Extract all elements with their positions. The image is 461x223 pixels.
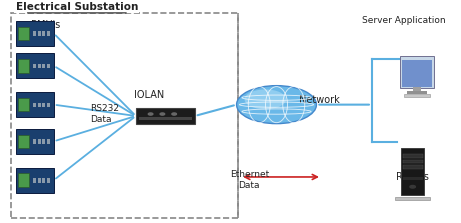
Bar xyxy=(17,129,53,154)
Bar xyxy=(404,94,430,97)
Bar xyxy=(17,53,53,78)
Circle shape xyxy=(148,113,153,115)
Text: RS232
Data: RS232 Data xyxy=(90,104,119,124)
Bar xyxy=(47,103,50,107)
Bar xyxy=(136,108,195,124)
Text: Radius: Radius xyxy=(396,171,429,182)
Bar xyxy=(18,27,29,40)
Bar xyxy=(33,178,36,183)
Bar xyxy=(17,92,53,117)
Bar xyxy=(18,98,29,112)
Circle shape xyxy=(160,113,165,115)
Bar xyxy=(401,148,425,195)
Text: PMU's: PMU's xyxy=(31,20,61,30)
Bar xyxy=(400,56,434,89)
Bar xyxy=(47,178,50,183)
Bar xyxy=(18,173,29,187)
Bar xyxy=(47,31,50,36)
Bar xyxy=(17,168,53,193)
Bar xyxy=(402,160,423,163)
Bar xyxy=(47,139,50,144)
Bar xyxy=(38,103,41,107)
Circle shape xyxy=(410,186,415,188)
Circle shape xyxy=(172,113,177,115)
Bar xyxy=(395,197,431,200)
Bar xyxy=(33,139,36,144)
Bar xyxy=(47,64,50,68)
Bar xyxy=(42,139,45,144)
Circle shape xyxy=(236,86,316,124)
Circle shape xyxy=(245,89,286,109)
Text: Server Application: Server Application xyxy=(362,16,445,25)
Bar xyxy=(42,64,45,68)
Bar xyxy=(38,139,41,144)
Bar xyxy=(402,165,423,169)
Bar xyxy=(402,177,423,180)
Text: Ethernet
Data: Ethernet Data xyxy=(230,171,269,190)
Bar xyxy=(402,154,423,158)
Bar xyxy=(139,117,192,120)
Bar xyxy=(33,64,36,68)
Text: Electrical Substation: Electrical Substation xyxy=(16,2,138,12)
Bar xyxy=(42,103,45,107)
Bar xyxy=(18,59,29,73)
Text: Network: Network xyxy=(299,95,340,105)
Bar xyxy=(17,21,53,46)
Bar xyxy=(11,13,238,218)
Text: IOLAN: IOLAN xyxy=(134,90,165,100)
Bar xyxy=(407,91,427,94)
Bar xyxy=(42,31,45,36)
Bar xyxy=(42,178,45,183)
Bar xyxy=(33,31,36,36)
Bar xyxy=(38,178,41,183)
Bar xyxy=(38,31,41,36)
Bar xyxy=(38,64,41,68)
Bar xyxy=(402,60,432,87)
Bar xyxy=(413,87,421,92)
Bar xyxy=(18,134,29,148)
Bar xyxy=(33,103,36,107)
